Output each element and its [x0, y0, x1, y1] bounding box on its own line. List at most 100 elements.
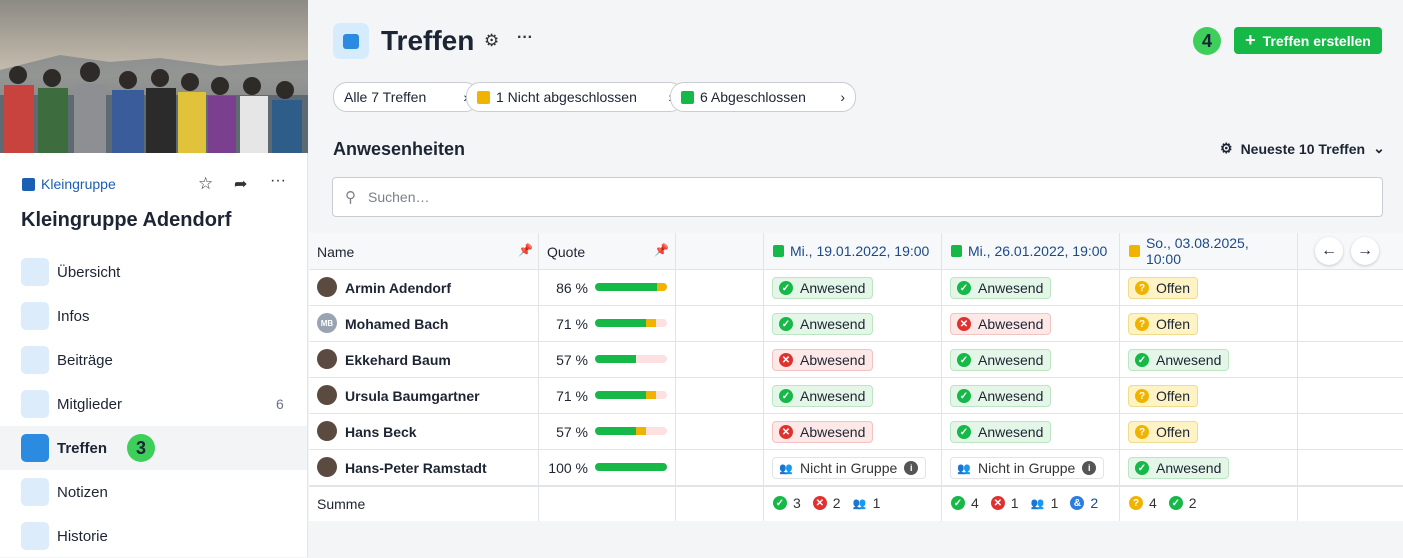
quote-segment — [595, 283, 657, 291]
sort-text: Neueste 10 Treffen — [1240, 140, 1366, 157]
status-pill: ? Offen — [1128, 421, 1198, 443]
col-line — [763, 233, 764, 521]
filter-button[interactable]: Alle 7 Treffen › — [333, 82, 479, 112]
nav-icon — [21, 346, 49, 374]
status-icon: ✓ — [1168, 496, 1183, 510]
group-name: Kleingruppe Adendorf — [21, 209, 232, 231]
member-name[interactable]: Ursula Baumgartner — [345, 388, 480, 404]
quote-segment — [595, 319, 647, 327]
date-header: Mi., 26.01.2022, 19:00 — [941, 233, 1119, 269]
more-button[interactable]: ··· — [270, 172, 286, 189]
member-name[interactable]: Ekkehard Baum — [345, 352, 451, 368]
filter-button[interactable]: 1 Nicht abgeschlossen › — [466, 82, 684, 112]
status-icon: ✓ — [1135, 353, 1149, 367]
search-icon: ⚲ — [345, 189, 356, 206]
status-icon: ✓ — [779, 281, 793, 295]
date-label: So., 03.08.2025, 10:00 — [1145, 235, 1249, 267]
member-name[interactable]: Hans Beck — [345, 424, 417, 440]
status-label: Anwesend — [1156, 352, 1222, 368]
group-image — [0, 0, 308, 153]
status-pill: ✕ Abwesend — [772, 421, 874, 443]
sum-cell: ✓ 4 ✕ 1 👥 1 & 2 — [941, 485, 1119, 521]
attendance-table: Name Quote 📌 📌 .01.2022, 19:00✓Anwesend✓Anwe… — [309, 233, 1403, 521]
status-pill: ✓ Anwesend — [950, 421, 1052, 443]
sum-cell: ✓ 3 ✕ 2 👥 1 — [763, 485, 941, 521]
quote-label: 71 % — [556, 316, 588, 332]
status-label: Anwesend — [800, 280, 866, 296]
status-icon: ✓ — [779, 317, 793, 331]
sum-count: 4 — [1149, 495, 1157, 511]
nav-icon — [21, 478, 49, 506]
nav-count: 6 — [276, 396, 284, 412]
sum-count: 4 — [971, 495, 979, 511]
column-header: Name — [317, 244, 355, 260]
open-segment — [656, 283, 667, 291]
column-header: Quote — [547, 244, 586, 260]
nav-item[interactable]: Historie — [0, 514, 307, 558]
filter-button[interactable]: 6 Abgeschlossen › — [670, 82, 856, 112]
share-button[interactable]: ➦ — [234, 176, 248, 193]
col-line — [1119, 233, 1120, 521]
create-button[interactable]: + Treffen erstellen — [1234, 27, 1382, 54]
status-icon: 👥 — [852, 497, 867, 510]
status-icon: ? — [1129, 496, 1143, 510]
quote-bar — [595, 355, 667, 363]
search-input[interactable]: ⚲ Suchen… — [332, 177, 1383, 217]
quote-bar — [595, 283, 667, 291]
nav-item[interactable]: Treffen 3 — [0, 426, 307, 470]
sum-cell: ? 4 ✓ 2 — [1119, 485, 1297, 521]
calendar-icon — [477, 90, 490, 104]
quote-label: 71 % — [556, 388, 588, 404]
status-icon: ✕ — [812, 496, 827, 510]
scroll-left[interactable]: ← — [1315, 237, 1343, 265]
status-pill: ✕ Abwesend — [950, 313, 1052, 335]
nav-item[interactable]: Beiträge — [0, 338, 307, 382]
date-label: Mi., 19.01.2022, 19:00 — [790, 243, 930, 259]
col-line — [538, 233, 539, 521]
status-label: Nicht in Gruppe — [978, 460, 1076, 476]
status-label: Abwesend — [978, 316, 1044, 332]
col-line — [1297, 233, 1298, 521]
nav-label: Übersicht — [57, 264, 121, 281]
member-name[interactable]: Mohamed Bach — [345, 316, 449, 332]
nav-item[interactable]: Infos — [0, 294, 307, 338]
avatar — [317, 277, 337, 297]
open-segment — [646, 319, 657, 327]
status-icon: 👥 — [779, 462, 793, 475]
scrolled-column: .01.2022, 19:00✓Anwesend✓Anwesend✕Abwese… — [675, 233, 763, 521]
nav-item[interactable]: Übersicht — [0, 250, 307, 294]
calendar-glyph — [343, 33, 359, 49]
breadcrumb[interactable]: Kleingruppe — [22, 176, 116, 192]
plus-icon: + — [1245, 30, 1256, 50]
status-icon: 👥 — [957, 462, 971, 475]
member-name[interactable]: Armin Adendorf — [345, 280, 452, 296]
avatar — [317, 457, 337, 477]
star-button[interactable]: ☆ — [198, 174, 214, 193]
status-pill: ? Offen — [1128, 277, 1198, 299]
scroll-right[interactable]: → — [1351, 237, 1379, 265]
quote-segment — [595, 463, 667, 471]
status-icon: ? — [1135, 389, 1149, 403]
status-pill: ✓ Anwesend — [772, 385, 874, 407]
status-label: Anwesend — [978, 280, 1044, 296]
sort-dropdown[interactable]: ⚙ Neueste 10 Treffen ⌄ — [1220, 140, 1385, 157]
quote-label: 100 % — [548, 460, 588, 476]
status-pill: ✓ Anwesend — [1128, 349, 1230, 371]
status-icon: ? — [1135, 425, 1149, 439]
settings-button[interactable]: ⚙ — [484, 31, 500, 50]
nav-item[interactable]: Notizen — [0, 470, 307, 514]
section-title: Anwesenheiten — [333, 139, 466, 159]
status-label: Anwesend — [978, 388, 1044, 404]
avatar — [317, 349, 337, 369]
nav-item[interactable]: Mitglieder 6 — [0, 382, 307, 426]
nav-label: Mitglieder — [57, 396, 123, 413]
status-icon: ✓ — [1135, 461, 1149, 475]
date-label: Mi., 26.01.2022, 19:00 — [968, 243, 1108, 259]
quote-bar — [595, 427, 667, 435]
more-button[interactable]: ··· — [517, 29, 533, 46]
status-pill: ? Offen — [1128, 313, 1198, 335]
status-label: Offen — [1156, 424, 1190, 440]
calendar-icon — [1129, 245, 1140, 257]
status-icon: ✓ — [957, 389, 971, 403]
member-name[interactable]: Hans-Peter Ramstadt — [345, 460, 487, 476]
